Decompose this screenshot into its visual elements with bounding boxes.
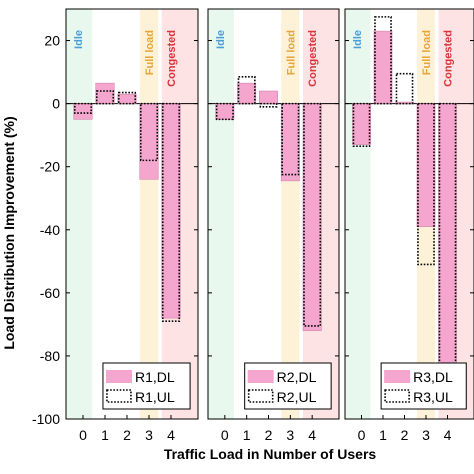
- y-tick-label: -100: [32, 411, 60, 427]
- x-tick-label: 2: [265, 427, 273, 443]
- band-label-congested: Congested: [443, 30, 455, 87]
- legend-3: R3,DL R3,UL: [380, 362, 467, 410]
- panel-frame: [207, 8, 340, 420]
- legend-label-dl: R3,DL: [413, 369, 453, 385]
- band-label-full-load: Full load: [144, 30, 156, 75]
- bar-dl: [95, 82, 115, 104]
- legend-swatch-dl: [247, 370, 274, 383]
- y-axis-label: Load Distribution Improvement (%): [1, 116, 17, 349]
- bar-ul: [139, 102, 159, 162]
- panel-1: Idle Full load Congested R1,DL R1,UL 0 1 2 3 4: [65, 8, 199, 443]
- x-tick-label: 3: [422, 427, 430, 443]
- band-idle: [345, 9, 371, 419]
- legend-swatch-ul: [384, 389, 410, 403]
- bar-dl: [237, 82, 257, 104]
- panel-3: Idle Full load Congested R3,DL R3,UL 0 1 2 3 4: [344, 8, 474, 443]
- legend-2: R2,DL R2,UL: [244, 362, 332, 410]
- bar-ul: [417, 102, 435, 266]
- y-tick-label: -40: [40, 222, 60, 238]
- legend-swatch-dl: [384, 370, 411, 383]
- bar-dl: [73, 103, 93, 120]
- x-tick-label: 0: [221, 427, 229, 443]
- legend-swatch-ul: [247, 389, 274, 403]
- band-label-idle: Idle: [215, 30, 227, 49]
- band-idle: [66, 9, 93, 419]
- panel-plot-area: Idle Full load Congested R3,DL R3,UL: [345, 9, 474, 419]
- bar-dl: [373, 30, 393, 104]
- bar-dl: [416, 103, 436, 227]
- x-tick-label: 1: [243, 427, 251, 443]
- band-idle: [208, 9, 235, 419]
- y-tick-label: 20: [44, 33, 60, 49]
- bar-ul: [161, 102, 181, 323]
- band-label-idle: Idle: [73, 30, 85, 49]
- legend-label-ul: R3,UL: [413, 389, 453, 405]
- bar-ul: [237, 76, 256, 105]
- x-tick-label: 0: [358, 427, 366, 443]
- bar-ul: [281, 102, 300, 176]
- x-tick-label: 4: [167, 427, 175, 443]
- panel-2: Idle Full load Congested R2,DL R2,UL 0 1 2 3 4: [207, 8, 340, 443]
- x-tick-label: 2: [123, 427, 131, 443]
- band-label-congested: Congested: [166, 30, 178, 87]
- y-tick-label: -60: [40, 285, 60, 301]
- x-tick-label: 3: [145, 427, 153, 443]
- bar-dl: [280, 103, 300, 182]
- panel-plot-area: Idle Full load Congested R1,DL R1,UL: [66, 9, 198, 419]
- band-label-full-load: Full load: [421, 30, 433, 75]
- legend-label-ul: R2,UL: [277, 389, 317, 405]
- panel-frame: [65, 8, 199, 420]
- band-label-full-load: Full load: [285, 30, 297, 75]
- legend-swatch-dl: [105, 370, 132, 383]
- bar-dl: [259, 90, 278, 104]
- bar-dl: [352, 103, 371, 145]
- bar-ul: [95, 90, 115, 105]
- bar-ul: [395, 72, 414, 105]
- band-label-congested: Congested: [307, 30, 319, 87]
- bar-dl: [161, 103, 181, 319]
- legend-label-dl: R2,DL: [277, 369, 317, 385]
- x-tick-label: 2: [401, 427, 409, 443]
- bar-dl: [302, 103, 322, 331]
- x-axis-label: Traffic Load in Number of Users: [164, 446, 377, 462]
- legend-swatch-ul: [106, 389, 132, 403]
- bar-dl: [395, 101, 414, 104]
- legend-1: R1,DL R1,UL: [102, 362, 191, 410]
- bar-ul: [303, 102, 322, 327]
- y-tick-label: -80: [40, 348, 60, 364]
- x-tick-label: 4: [308, 427, 316, 443]
- x-tick-label: 1: [101, 427, 109, 443]
- band-label-idle: Idle: [352, 30, 364, 49]
- legend-label-ul: R1,UL: [135, 389, 175, 405]
- x-tick-label: 0: [79, 427, 87, 443]
- bar-dl: [139, 103, 159, 180]
- bar-ul: [117, 91, 137, 105]
- legend-label-dl: R1,DL: [135, 369, 175, 385]
- bar-dl: [438, 103, 457, 388]
- panel-frame: [344, 8, 474, 420]
- x-tick-label: 1: [379, 427, 387, 443]
- bar-dl: [215, 103, 235, 120]
- y-tick-label: -20: [40, 159, 60, 175]
- panel-plot-area: Idle Full load Congested R2,DL R2,UL: [208, 9, 339, 419]
- x-tick-label: 3: [286, 427, 294, 443]
- y-tick-label: 0: [52, 96, 60, 112]
- x-tick-label: 4: [444, 427, 452, 443]
- y-axis-ticks: 20 0 -20 -40 -60 -80 -100: [32, 33, 60, 427]
- bar-dl: [117, 93, 137, 104]
